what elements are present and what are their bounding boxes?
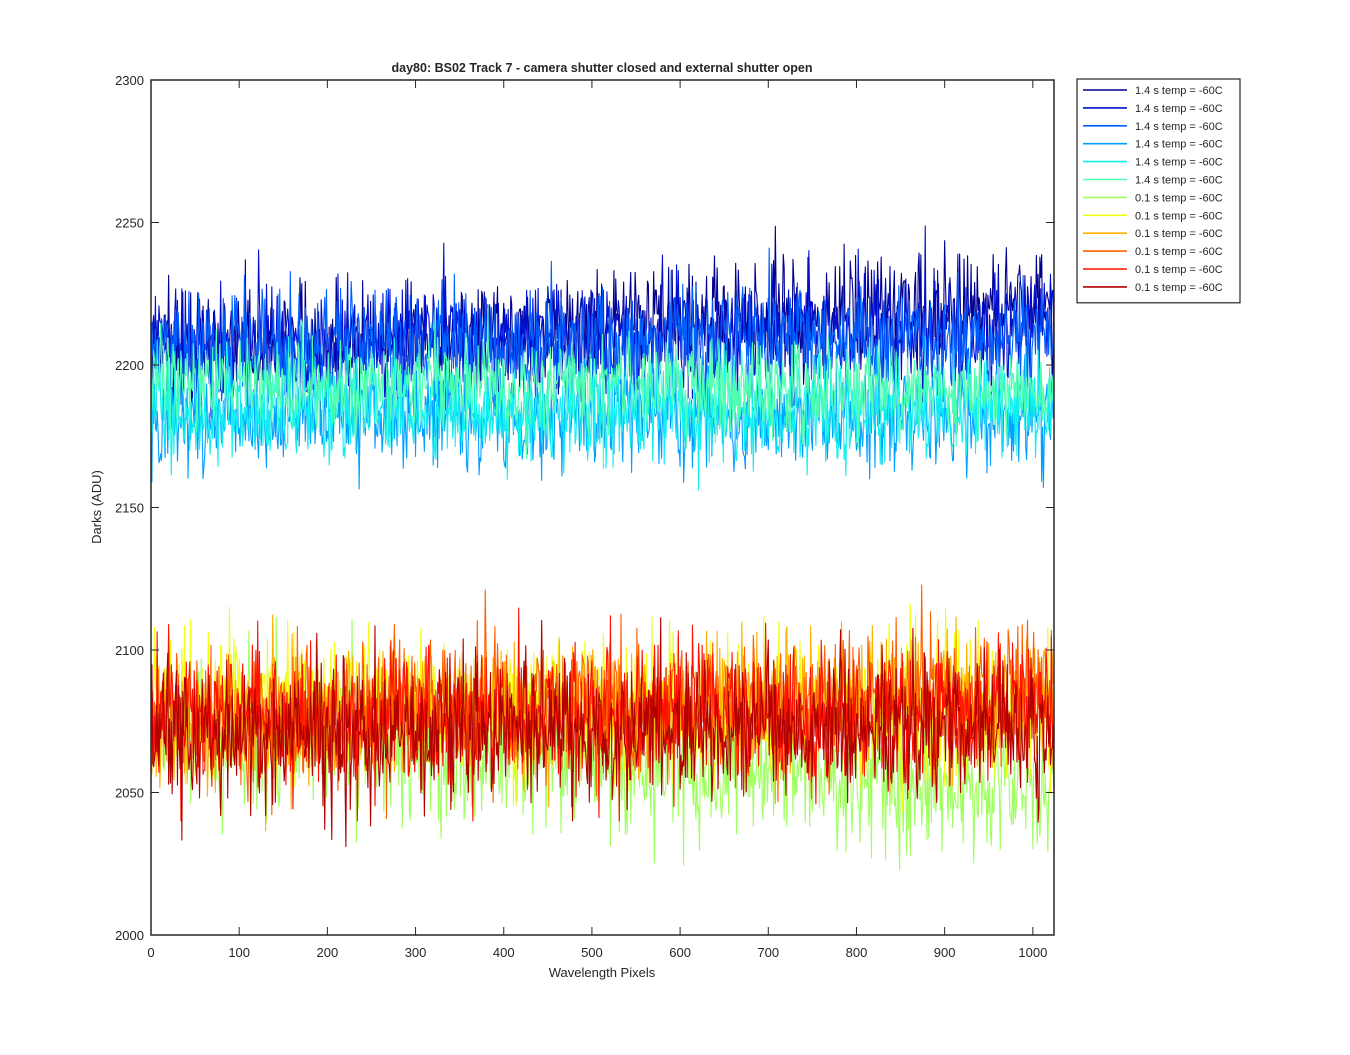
legend-box bbox=[1076, 78, 1241, 304]
legend-label-11: 0.1 s temp = -60C bbox=[1135, 264, 1223, 276]
y-tick-label: 2150 bbox=[115, 501, 144, 516]
legend-label-12: 0.1 s temp = -60C bbox=[1135, 282, 1223, 294]
y-tick-label: 2050 bbox=[115, 786, 144, 801]
y-axis: 2000 2050 2100 2150 2200 2250 2300 bbox=[115, 73, 1054, 943]
legend-label-9: 0.1 s temp = -60C bbox=[1135, 228, 1223, 240]
legend-label-6: 1.4 s temp = -60C bbox=[1135, 175, 1223, 187]
y-tick-label: 2200 bbox=[115, 358, 144, 373]
x-axis: 0 100 200 300 400 500 600 700 800 900 1000 bbox=[147, 80, 1047, 960]
x-axis-label: Wavelength Pixels bbox=[549, 965, 656, 980]
y-tick-label: 2100 bbox=[115, 643, 144, 658]
y-tick-label: 2000 bbox=[115, 928, 144, 943]
x-tick-label: 200 bbox=[317, 945, 339, 960]
legend-label-7: 0.1 s temp = -60C bbox=[1135, 192, 1223, 204]
x-tick-label: 600 bbox=[669, 945, 691, 960]
legend-label-2: 1.4 s temp = -60C bbox=[1135, 103, 1223, 115]
legend-label-10: 0.1 s temp = -60C bbox=[1135, 246, 1223, 258]
series-line-6 bbox=[150, 307, 1055, 470]
x-tick-label: 400 bbox=[493, 945, 515, 960]
chart-title: day80: BS02 Track 7 - camera shutter clo… bbox=[392, 61, 813, 75]
y-tick-label: 2250 bbox=[115, 216, 144, 231]
series-line-12 bbox=[150, 617, 1055, 848]
legend-label-8: 0.1 s temp = -60C bbox=[1135, 210, 1223, 222]
x-tick-label: 300 bbox=[405, 945, 427, 960]
legend-label-5: 1.4 s temp = -60C bbox=[1135, 157, 1223, 169]
series-line-3 bbox=[150, 247, 1055, 445]
x-tick-label: 100 bbox=[228, 945, 250, 960]
x-tick-label: 700 bbox=[757, 945, 779, 960]
x-tick-label: 800 bbox=[846, 945, 868, 960]
axes-background bbox=[151, 80, 1054, 935]
x-tick-label: 0 bbox=[147, 945, 154, 960]
legend: 1.4 s temp = -60C 1.4 s temp = -60C 1.4 s … bbox=[1076, 78, 1241, 304]
legend-label-1: 1.4 s temp = -60C bbox=[1135, 85, 1223, 97]
y-axis-label: Darks (ADU) bbox=[89, 470, 104, 544]
x-tick-label: 500 bbox=[581, 945, 603, 960]
series-layer bbox=[150, 225, 1055, 871]
series-line-11 bbox=[150, 607, 1055, 822]
legend-label-3: 1.4 s temp = -60C bbox=[1135, 121, 1223, 133]
y-tick-label: 2300 bbox=[115, 73, 144, 88]
legend-label-4: 1.4 s temp = -60C bbox=[1135, 139, 1223, 151]
x-tick-label: 900 bbox=[934, 945, 956, 960]
x-tick-label: 1000 bbox=[1018, 945, 1047, 960]
